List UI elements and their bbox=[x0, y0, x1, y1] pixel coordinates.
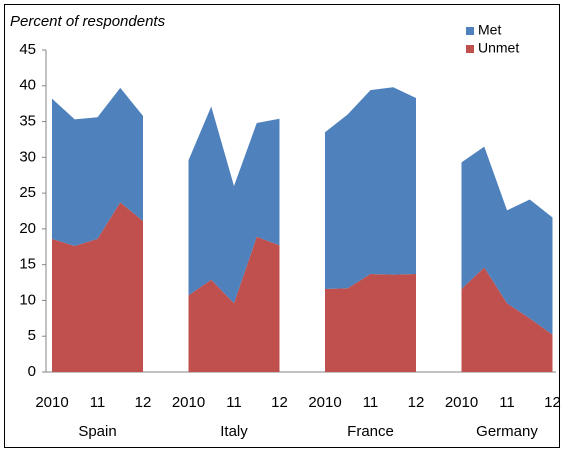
y-tick-label: 5 bbox=[28, 327, 36, 344]
y-tick-label: 35 bbox=[19, 113, 36, 130]
x-tick-label: 11 bbox=[363, 394, 379, 411]
x-tick-label: 12 bbox=[544, 394, 561, 411]
legend-label: Met bbox=[478, 22, 501, 38]
y-tick-label: 45 bbox=[19, 41, 36, 58]
x-tick-label: 2010 bbox=[308, 394, 341, 411]
x-tick-label: 11 bbox=[90, 394, 106, 411]
x-tick-label: 2010 bbox=[445, 394, 478, 411]
group-label: Germany bbox=[476, 423, 538, 440]
x-tick-label: 12 bbox=[408, 394, 425, 411]
y-tick-label: 15 bbox=[19, 256, 36, 273]
legend-swatch bbox=[466, 27, 474, 35]
x-tick-label: 11 bbox=[226, 394, 242, 411]
group-label: Spain bbox=[78, 423, 116, 440]
x-tick-label: 2010 bbox=[172, 394, 205, 411]
y-tick-label: 30 bbox=[19, 148, 36, 165]
group-label: France bbox=[347, 423, 394, 440]
y-tick-label: 0 bbox=[28, 363, 36, 380]
group-label: Italy bbox=[220, 423, 248, 440]
legend-swatch bbox=[466, 45, 474, 53]
y-tick-label: 20 bbox=[19, 220, 36, 237]
legend-label: Unmet bbox=[478, 40, 519, 56]
y-tick-label: 40 bbox=[19, 77, 36, 94]
x-tick-label: 2010 bbox=[35, 394, 68, 411]
y-tick-label: 25 bbox=[19, 184, 36, 201]
chart-title: Percent of respondents bbox=[10, 13, 166, 30]
x-tick-label: 12 bbox=[271, 394, 288, 411]
area bbox=[52, 87, 553, 335]
area bbox=[52, 202, 553, 372]
x-tick-label: 11 bbox=[499, 394, 515, 411]
x-tick-label: 12 bbox=[135, 394, 152, 411]
y-tick-label: 10 bbox=[19, 291, 36, 308]
